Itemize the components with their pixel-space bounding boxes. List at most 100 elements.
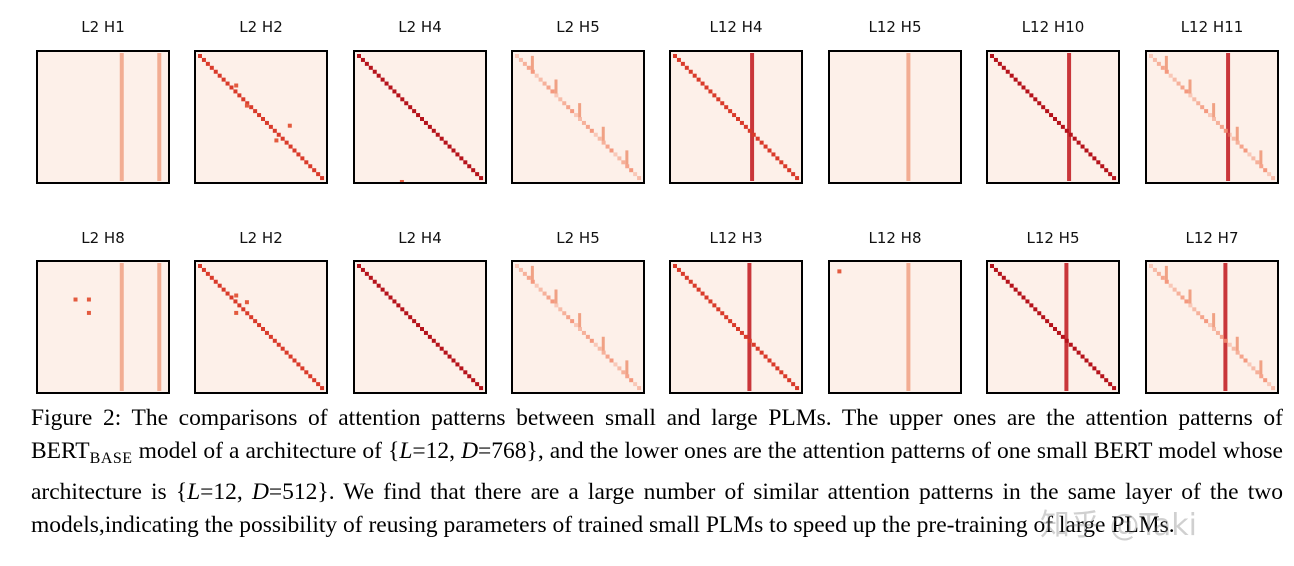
heatmap-cell xyxy=(743,124,748,129)
heatmap-cell xyxy=(704,295,709,300)
heatmap-cell xyxy=(36,260,170,394)
heatmap-cell xyxy=(1096,370,1101,375)
heatmap-cell xyxy=(562,311,567,316)
caption-run: D xyxy=(461,438,479,465)
heatmap-cell xyxy=(264,120,269,125)
heatmap-cell xyxy=(1160,65,1165,70)
heatmap-cell xyxy=(1045,109,1050,114)
heatmap-cell xyxy=(268,334,273,339)
heatmap-cell xyxy=(276,342,281,347)
heatmap xyxy=(353,50,487,184)
heatmap-cell xyxy=(392,299,397,304)
heatmap-cell xyxy=(1243,358,1248,363)
heatmap-cell xyxy=(609,148,614,153)
heatmap-cell xyxy=(1076,140,1081,145)
heatmap-cell xyxy=(1196,311,1201,316)
heatmap-cell xyxy=(420,327,424,331)
heatmap-cell xyxy=(993,267,998,272)
heatmap-cell xyxy=(1251,366,1256,371)
heatmap-cell xyxy=(284,350,289,355)
heatmap-cell xyxy=(1188,79,1192,94)
heatmap-cell xyxy=(201,57,206,62)
heatmap-cell xyxy=(578,327,582,331)
panel-title: L2 H5 xyxy=(556,229,600,247)
figure-caption: Figure 2: The comparisons of attention p… xyxy=(31,402,1283,543)
heatmap-cell xyxy=(558,307,563,312)
heatmap-cell xyxy=(1271,176,1276,181)
heatmap-cell xyxy=(1080,144,1085,149)
heatmap-cell xyxy=(990,264,994,268)
heatmap-cell xyxy=(1168,283,1173,288)
heatmap-cell xyxy=(775,366,780,371)
heatmap-cell xyxy=(621,160,626,165)
heatmap-cell xyxy=(751,342,756,347)
heatmap-cell xyxy=(1215,120,1220,125)
heatmap-cell xyxy=(119,53,124,181)
heatmap xyxy=(36,260,170,394)
heatmap-cell xyxy=(530,279,535,284)
heatmap-cell xyxy=(739,120,744,125)
heatmap-cell xyxy=(439,346,444,351)
heatmap-cell xyxy=(680,271,685,276)
heatmap-cell xyxy=(570,319,575,324)
heatmap-cell xyxy=(357,54,361,58)
heatmap-cell xyxy=(249,315,254,320)
heatmap-cell xyxy=(1112,386,1117,391)
heatmap-cell xyxy=(388,295,393,300)
heatmap-cell xyxy=(1259,164,1264,169)
heatmap-cell xyxy=(518,57,523,62)
heatmap-cell xyxy=(272,128,277,133)
heatmap-cell xyxy=(287,123,292,128)
heatmap-cell xyxy=(1068,132,1073,137)
heatmap-cell xyxy=(684,275,689,280)
heatmap-cell xyxy=(435,132,440,137)
heatmap-cell xyxy=(669,50,803,184)
heatmap-cell xyxy=(1160,275,1165,280)
heatmap xyxy=(511,260,645,394)
heatmap-cell xyxy=(605,144,610,149)
heatmap-cell xyxy=(1056,120,1061,125)
heatmap-cell xyxy=(601,126,605,141)
heatmap-cell xyxy=(993,57,998,62)
panel-title: L12 H3 xyxy=(709,229,763,247)
heatmap-cell xyxy=(264,330,269,335)
heatmap-cell xyxy=(396,93,401,98)
heatmap-cell xyxy=(743,334,748,339)
heatmap-cell xyxy=(1100,374,1105,379)
heatmap-cell xyxy=(388,85,393,90)
heatmap-cell xyxy=(1263,378,1268,383)
heatmap xyxy=(828,50,962,184)
heatmap-cell xyxy=(201,267,206,272)
heatmap-cell xyxy=(229,295,234,300)
heatmap-cell xyxy=(1064,338,1069,343)
heatmap-cell xyxy=(1092,366,1097,371)
heatmap-cell xyxy=(589,128,594,133)
heatmap-cell xyxy=(380,77,385,82)
caption-run: model of a architecture of { xyxy=(132,438,400,465)
heatmap-cell xyxy=(1068,342,1073,347)
heatmap-cell xyxy=(451,148,456,153)
heatmap-cell xyxy=(986,260,1120,394)
heatmap-cell xyxy=(1013,287,1018,292)
heatmap-cell xyxy=(1267,382,1272,387)
heatmap-cell xyxy=(546,85,551,90)
heatmap-cell xyxy=(1060,334,1065,339)
heatmap-cell xyxy=(400,307,405,312)
heatmap-cell xyxy=(669,260,803,394)
heatmap-cell xyxy=(589,338,594,343)
panel-title: L12 H11 xyxy=(1180,18,1244,36)
heatmap-cell xyxy=(221,287,226,292)
heatmap-cell xyxy=(400,97,405,102)
heatmap-cell xyxy=(308,164,313,169)
heatmap-cell xyxy=(205,271,210,276)
heatmap-cell xyxy=(1164,279,1169,284)
heatmap-cell xyxy=(511,50,645,184)
heatmap-cell xyxy=(625,360,629,375)
heatmap-cell xyxy=(1200,105,1205,110)
heatmap-cell xyxy=(1088,362,1093,367)
heatmap-cell xyxy=(633,172,638,177)
heatmap-cell xyxy=(237,303,242,308)
heatmap-cell xyxy=(1168,73,1173,78)
heatmap-cell xyxy=(205,61,210,66)
heatmap-cell xyxy=(1092,156,1097,161)
